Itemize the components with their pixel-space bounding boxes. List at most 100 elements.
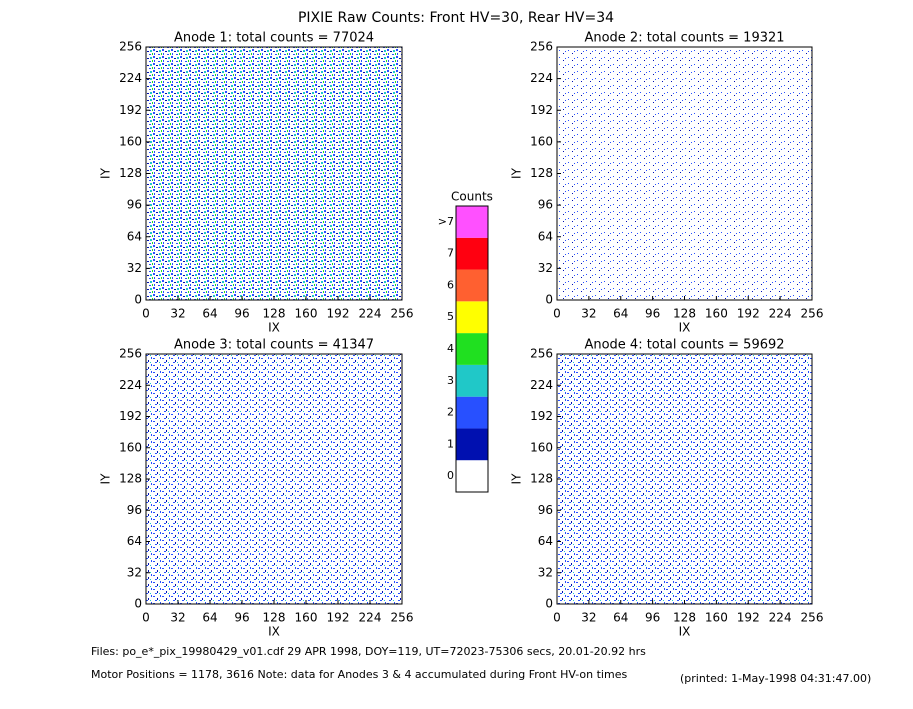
y-tick-label: 0 <box>545 293 553 307</box>
x-tick-label: 224 <box>359 307 382 321</box>
x-tick-label: 160 <box>705 307 728 321</box>
x-tick-label: 192 <box>737 307 760 321</box>
footer-files: Files: po_e*_pix_19980429_v01.cdf 29 APR… <box>91 645 646 658</box>
heatmap-image <box>146 354 402 604</box>
x-tick-label: 256 <box>391 307 414 321</box>
y-axis-label: IY <box>99 167 113 179</box>
colorbar-swatch <box>456 396 488 429</box>
x-tick-label: 64 <box>202 307 217 321</box>
y-tick-label: 192 <box>119 409 142 423</box>
x-tick-label: 96 <box>234 611 249 625</box>
y-tick-label: 192 <box>530 409 553 423</box>
y-tick-label: 224 <box>119 71 142 85</box>
y-tick-label: 224 <box>119 378 142 392</box>
y-tick-label: 96 <box>538 503 553 517</box>
y-tick-label: 160 <box>119 440 142 454</box>
colorbar-swatch <box>456 301 488 334</box>
heatmap-image <box>146 47 402 300</box>
footer-motor: Motor Positions = 1178, 3616 Note: data … <box>91 668 627 681</box>
heatmap-image <box>557 47 812 300</box>
colorbar-swatch <box>456 269 488 302</box>
y-tick-label: 128 <box>530 166 553 180</box>
y-tick-label: 32 <box>127 565 142 579</box>
colorbar-label: 4 <box>447 342 454 355</box>
y-tick-label: 256 <box>119 40 142 54</box>
x-tick-label: 96 <box>645 611 660 625</box>
panel-title: Anode 4: total counts = 59692 <box>584 338 784 353</box>
colorbar-swatch <box>456 206 488 238</box>
x-axis-label: IX <box>679 321 691 335</box>
x-tick-label: 0 <box>553 611 561 625</box>
colorbar-label: 5 <box>447 310 454 323</box>
x-tick-label: 160 <box>295 307 318 321</box>
x-tick-label: 224 <box>769 307 792 321</box>
y-tick-label: 128 <box>530 472 553 486</box>
y-tick-label: 256 <box>530 40 553 54</box>
y-tick-label: 224 <box>530 71 553 85</box>
colorbar-swatch <box>456 364 488 397</box>
x-axis-label: IX <box>679 625 691 639</box>
colorbar-frame <box>455 205 489 493</box>
y-tick-label: 96 <box>538 198 553 212</box>
y-tick-label: 192 <box>119 103 142 117</box>
colorbar-swatch <box>456 428 488 461</box>
y-tick-label: 160 <box>119 134 142 148</box>
colorbar-swatch <box>456 237 488 270</box>
footer-printed: (printed: 1-May-1998 04:31:47.00) <box>680 672 871 685</box>
x-tick-label: 192 <box>737 611 760 625</box>
x-tick-label: 160 <box>295 611 318 625</box>
colorbar-label: 3 <box>447 374 454 387</box>
panel-title: Anode 1: total counts = 77024 <box>174 31 374 46</box>
y-tick-label: 64 <box>127 229 142 243</box>
x-tick-label: 160 <box>705 611 728 625</box>
colorbar-label: 0 <box>447 469 454 482</box>
x-tick-label: 128 <box>673 307 696 321</box>
y-tick-label: 64 <box>127 534 142 548</box>
x-tick-label: 128 <box>263 307 286 321</box>
x-tick-label: 128 <box>673 611 696 625</box>
x-tick-label: 64 <box>202 611 217 625</box>
x-axis-label: IX <box>268 625 280 639</box>
x-tick-label: 64 <box>613 611 628 625</box>
x-tick-label: 128 <box>263 611 286 625</box>
colorbar-label: >7 <box>438 215 454 228</box>
x-tick-label: 224 <box>359 611 382 625</box>
x-tick-label: 192 <box>327 307 350 321</box>
x-tick-label: 256 <box>391 611 414 625</box>
y-axis-label: IY <box>510 167 524 179</box>
y-tick-label: 32 <box>538 565 553 579</box>
y-tick-label: 96 <box>127 198 142 212</box>
y-tick-label: 32 <box>538 261 553 275</box>
y-tick-label: 0 <box>545 597 553 611</box>
x-tick-label: 256 <box>801 611 824 625</box>
colorbar-swatch <box>456 460 488 492</box>
x-tick-label: 96 <box>645 307 660 321</box>
y-tick-label: 32 <box>127 261 142 275</box>
y-tick-label: 64 <box>538 229 553 243</box>
y-tick-label: 96 <box>127 503 142 517</box>
x-tick-label: 224 <box>769 611 792 625</box>
y-tick-label: 192 <box>530 103 553 117</box>
colorbar-label: 6 <box>447 278 454 291</box>
colorbar-swatch <box>456 333 488 365</box>
y-tick-label: 0 <box>134 293 142 307</box>
x-axis-label: IX <box>268 321 280 335</box>
y-tick-label: 128 <box>119 166 142 180</box>
x-tick-label: 32 <box>581 611 596 625</box>
x-tick-label: 192 <box>327 611 350 625</box>
panel-title: Anode 3: total counts = 41347 <box>174 338 374 353</box>
x-tick-label: 32 <box>170 611 185 625</box>
y-tick-label: 224 <box>530 378 553 392</box>
y-tick-label: 128 <box>119 472 142 486</box>
colorbar-label: 1 <box>447 437 454 450</box>
x-tick-label: 0 <box>142 611 150 625</box>
x-tick-label: 64 <box>613 307 628 321</box>
x-tick-label: 96 <box>234 307 249 321</box>
y-tick-label: 64 <box>538 534 553 548</box>
x-tick-label: 32 <box>581 307 596 321</box>
heatmap-image <box>557 354 812 604</box>
colorbar-title: Counts <box>451 190 493 204</box>
y-tick-label: 160 <box>530 440 553 454</box>
y-tick-label: 160 <box>530 134 553 148</box>
